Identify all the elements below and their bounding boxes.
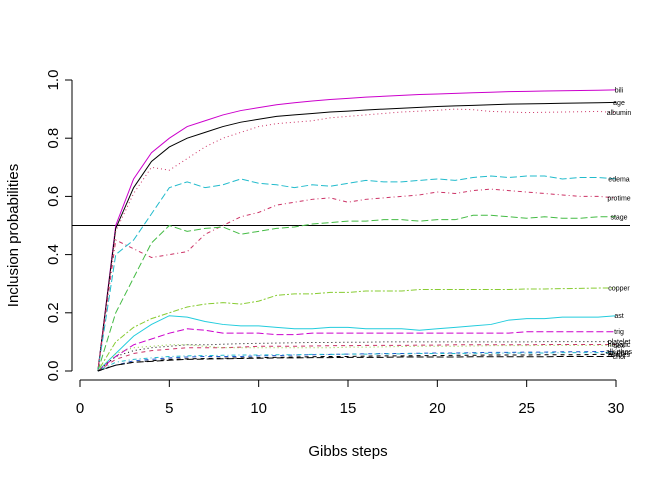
series-label-trig: trig [614, 329, 624, 336]
x-axis-title: Gibbs steps [308, 443, 387, 460]
series-line-sex [97, 344, 616, 372]
y-tick-label: 0.2 [45, 302, 62, 323]
series-line-alk-phos [97, 351, 616, 372]
y-tick-label: 0.4 [45, 244, 62, 265]
x-tick-label: 0 [76, 400, 84, 417]
x-tick-label: 20 [429, 400, 446, 417]
series-line-ascites [97, 353, 616, 372]
series-label-alk-phos: alk.phos [606, 349, 633, 356]
y-tick-label: 0.0 [45, 361, 62, 382]
series-line-chol [97, 355, 616, 372]
series-label-hepatic: hepatic [608, 342, 631, 349]
series-label-spiders: spiders [608, 350, 631, 357]
axes [71, 80, 616, 381]
series-label-chol: chol [613, 354, 626, 361]
series-line-trig [97, 328, 616, 372]
series-label-ascites: ascites [608, 352, 630, 359]
series-line-albumin [97, 108, 617, 372]
series-label-stage: stage [610, 214, 627, 221]
series-line-ast [97, 315, 617, 372]
series-label-bili: bili [615, 87, 624, 94]
series-line-edema [97, 175, 617, 372]
series-label-age: age [613, 100, 625, 107]
series-label-ast: ast [614, 313, 623, 320]
series-lines [97, 89, 617, 372]
x-ticks: 0 5 10 15 20 25 30 [76, 380, 625, 417]
series-line-age [97, 101, 617, 372]
x-tick-label: 25 [518, 400, 535, 417]
y-axis-title: Inclusion probabilities [5, 164, 22, 307]
series-line-hepatic [97, 344, 616, 372]
series-label-sex: sex [614, 343, 625, 350]
series-line-bili [97, 89, 617, 372]
series-labels: bili age albumin edema protime stage copper ast… [606, 87, 633, 361]
series-label-protime: protime [607, 195, 630, 202]
y-tick-label: 0.6 [45, 186, 62, 207]
x-tick-label: 15 [340, 400, 357, 417]
x-tick-label: 10 [250, 400, 267, 417]
series-line-stage [97, 214, 616, 372]
x-tick-label: 5 [165, 400, 173, 417]
x-tick-label: 30 [608, 400, 625, 417]
y-ticks: 0.0 0.2 0.4 0.6 0.8 1.0 [45, 70, 72, 382]
y-tick-label: 0.8 [45, 128, 62, 149]
series-label-copper: copper [608, 286, 630, 293]
series-line-spiders [97, 352, 616, 372]
series-label-albumin: albumin [607, 110, 632, 117]
series-line-copper [97, 287, 616, 372]
y-tick-label: 1.0 [45, 70, 62, 91]
series-label-platelet: platelet [608, 339, 631, 346]
series-label-edema: edema [608, 176, 630, 183]
series-line-platelet [97, 341, 616, 372]
series-line-protime [97, 188, 617, 372]
